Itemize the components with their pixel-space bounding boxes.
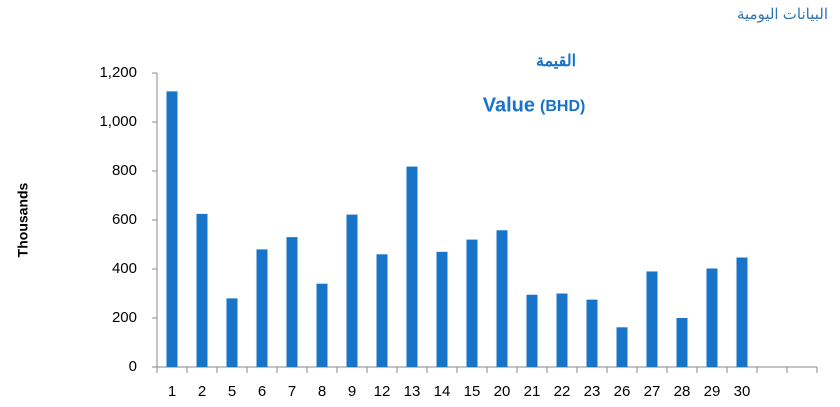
y-tick-label: 1,000	[99, 113, 137, 130]
bar	[466, 239, 478, 367]
bar	[736, 257, 748, 367]
bar	[556, 293, 568, 367]
bar	[166, 91, 178, 367]
x-tick-label: 2	[198, 383, 206, 400]
x-tick-label: 22	[554, 383, 571, 400]
x-tick-label: 29	[704, 383, 721, 400]
x-tick-label: 30	[734, 383, 751, 400]
bar	[406, 166, 418, 367]
y-axis-label: Thousands	[15, 182, 31, 257]
x-tick-label: 5	[228, 383, 236, 400]
bar	[586, 299, 598, 367]
bar	[436, 251, 448, 367]
x-tick-label: 20	[494, 383, 511, 400]
x-tick-label: 26	[614, 383, 631, 400]
bar	[346, 214, 358, 367]
bar	[316, 283, 328, 367]
x-tick-label: 12	[374, 383, 391, 400]
x-tick-label: 6	[258, 383, 266, 400]
chart-subtitle: Value	[483, 94, 535, 116]
x-tick-label: 1	[168, 383, 176, 400]
x-tick-label: 15	[464, 383, 481, 400]
chart-subtitle-unit: (BHD)	[540, 98, 585, 115]
bar	[256, 249, 268, 367]
x-tick-label: 9	[348, 383, 356, 400]
y-tick-label: 200	[112, 309, 137, 326]
x-tick-label: 28	[674, 383, 691, 400]
y-tick-label: 0	[129, 358, 137, 375]
x-tick-label: 23	[584, 383, 601, 400]
chart-title: القيمة	[536, 53, 576, 70]
y-tick-label: 600	[112, 211, 137, 228]
bar	[196, 213, 208, 367]
x-tick-label: 14	[434, 383, 451, 400]
x-tick-label: 7	[288, 383, 296, 400]
bar	[616, 327, 628, 367]
bar	[226, 298, 238, 367]
bar	[496, 230, 508, 367]
x-tick-label: 13	[404, 383, 421, 400]
bar	[376, 254, 388, 367]
bar	[526, 294, 538, 367]
x-tick-label: 21	[524, 383, 541, 400]
bar	[676, 318, 688, 367]
y-tick-label: 800	[112, 162, 137, 179]
x-tick-label: 8	[318, 383, 326, 400]
bar	[646, 271, 658, 367]
bar	[706, 268, 718, 367]
y-tick-label: 1,200	[99, 64, 137, 81]
y-tick-label: 400	[112, 260, 137, 277]
x-tick-label: 27	[644, 383, 661, 400]
bar	[286, 237, 298, 367]
header: البيانات اليومية	[737, 6, 828, 23]
